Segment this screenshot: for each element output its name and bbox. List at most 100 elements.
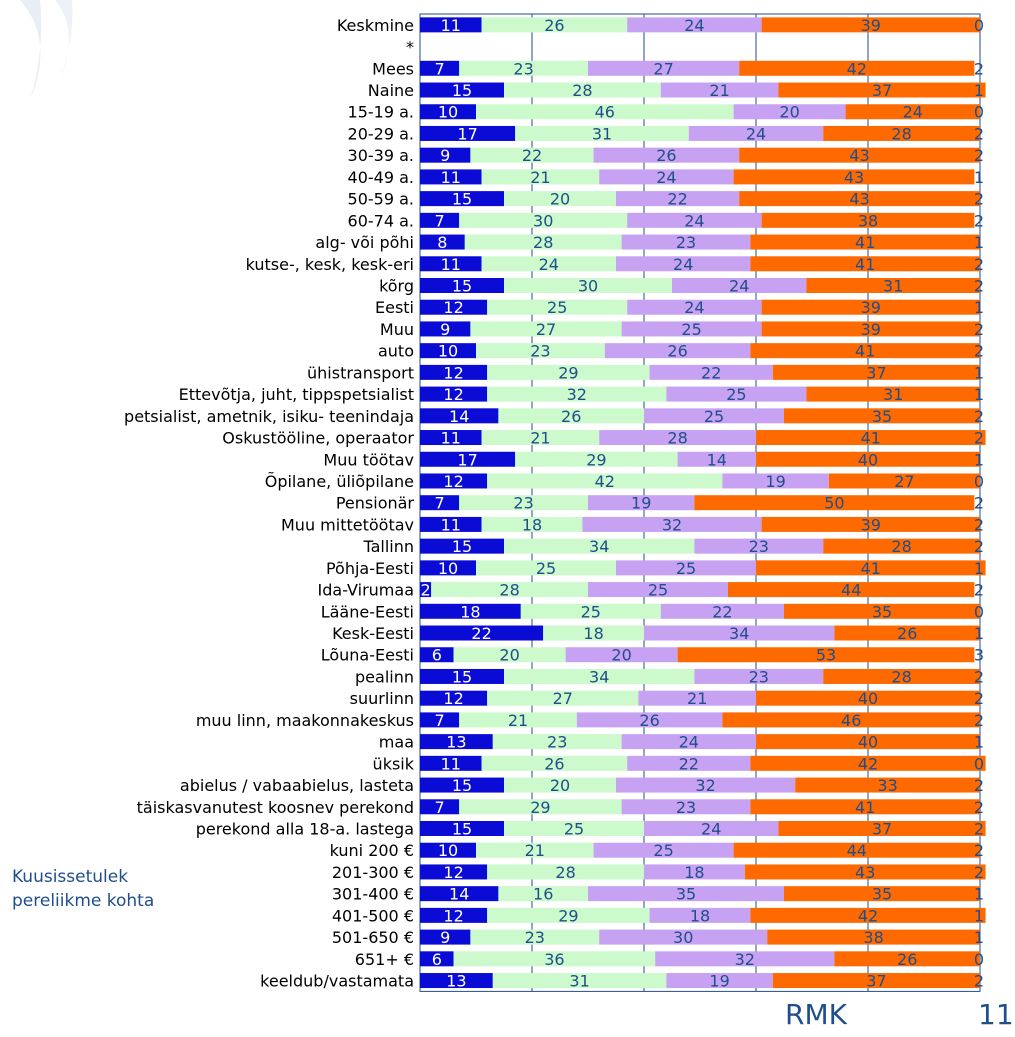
data-label: 31: [569, 972, 589, 991]
bar-segment: [420, 516, 482, 532]
data-label: 34: [589, 537, 609, 556]
data-label: 29: [558, 906, 578, 925]
bar-segment: [459, 495, 588, 511]
bar-segment: [604, 343, 751, 359]
data-label: 16: [533, 885, 553, 904]
category-label: 651+ €: [355, 950, 414, 969]
data-label: 24: [903, 103, 923, 122]
data-label: 2: [974, 581, 984, 600]
bar-segment: [492, 734, 622, 750]
data-label: 25: [653, 841, 673, 860]
data-label: 18: [690, 906, 710, 925]
bar-segment: [459, 799, 622, 815]
data-label: 41: [855, 233, 875, 252]
bar-segment: [733, 842, 980, 858]
bar-segment: [459, 712, 577, 728]
bar-segment: [582, 516, 762, 532]
bar-segment: [487, 907, 650, 923]
bar-segment: [761, 516, 980, 532]
bar-segment: [688, 125, 824, 141]
data-label: 42: [858, 906, 878, 925]
data-label: 41: [861, 429, 881, 448]
data-label: 1: [974, 906, 984, 925]
bar-segment: [504, 538, 695, 554]
data-label: 38: [863, 928, 883, 947]
bar-segment: [733, 169, 975, 185]
bar-segment: [828, 473, 980, 489]
data-label: 18: [522, 515, 542, 534]
data-label: 2: [974, 494, 984, 513]
data-label: 17: [457, 124, 477, 143]
bar-segment: [420, 712, 460, 728]
bar-segment: [739, 147, 980, 163]
bar-segment: [420, 582, 432, 598]
data-label: 24: [729, 277, 749, 296]
bar-segment: [420, 386, 488, 402]
income-group-note: Kuusissetulek pereliikme kohta: [12, 865, 154, 913]
data-label: 21: [709, 81, 729, 100]
data-label: 2: [974, 277, 984, 296]
data-label: 2: [974, 667, 984, 686]
category-label: Oskustööline, operaator: [222, 429, 414, 448]
data-label: 23: [525, 928, 545, 947]
bar-segment: [420, 734, 493, 750]
bar-segment: [627, 212, 762, 228]
category-label: kuni 200 €: [330, 841, 414, 860]
bar-segment: [498, 408, 644, 424]
footer-brand: RMK: [785, 998, 847, 1031]
data-label: 28: [533, 233, 553, 252]
bar-segment: [459, 60, 588, 76]
bar-segment: [722, 712, 980, 728]
data-label: 21: [530, 168, 550, 187]
bar-segment: [420, 907, 488, 923]
bar-segment: [420, 147, 471, 163]
data-label: 53: [816, 646, 836, 665]
category-label: pealinn: [355, 667, 414, 686]
data-label: 12: [443, 689, 463, 708]
data-label: 37: [872, 820, 892, 839]
data-label: 2: [974, 776, 984, 795]
bar-segment: [621, 734, 756, 750]
data-label: 46: [595, 103, 615, 122]
bar-segment: [420, 343, 476, 359]
bar-segment: [420, 538, 504, 554]
bar-segment: [728, 582, 975, 598]
bar-segment: [677, 451, 756, 467]
data-label: 2: [974, 429, 984, 448]
category-label: muu linn, maakonnakeskus: [196, 711, 414, 730]
category-label: kõrg: [379, 277, 414, 296]
bar-segment: [834, 625, 980, 641]
bar-segment: [694, 538, 824, 554]
bar-segment: [677, 647, 975, 663]
data-label: 12: [443, 863, 463, 882]
data-label: 39: [861, 515, 881, 534]
category-label: Lõuna-Eesti: [321, 646, 414, 665]
bar-segment: [420, 973, 493, 989]
data-label: 26: [639, 711, 659, 730]
data-label: 22: [679, 754, 699, 773]
data-label: 15: [452, 81, 472, 100]
category-label: Muu: [380, 320, 414, 339]
bar-segment: [627, 299, 762, 315]
data-label: 2: [974, 320, 984, 339]
data-label: 3: [974, 646, 984, 665]
bar-segment: [756, 430, 986, 446]
bar-segment: [504, 278, 672, 293]
bar-segment: [638, 690, 756, 706]
bar-segment: [644, 864, 745, 880]
category-label: 40-49 a.: [348, 168, 414, 187]
data-label: 1: [974, 168, 984, 187]
data-label: 6: [432, 646, 442, 665]
bar-segment: [644, 625, 835, 641]
bar-segment: [420, 473, 488, 489]
data-label: 26: [544, 16, 564, 35]
category-label: 30-39 a.: [348, 146, 414, 165]
data-label: 28: [891, 667, 911, 686]
data-label: 31: [883, 277, 903, 296]
data-label: 24: [673, 255, 693, 274]
bar-segment: [576, 712, 723, 728]
data-label: 26: [897, 624, 917, 643]
data-label: 29: [586, 450, 606, 469]
bar-segment: [420, 125, 516, 141]
data-label: 25: [726, 385, 746, 404]
